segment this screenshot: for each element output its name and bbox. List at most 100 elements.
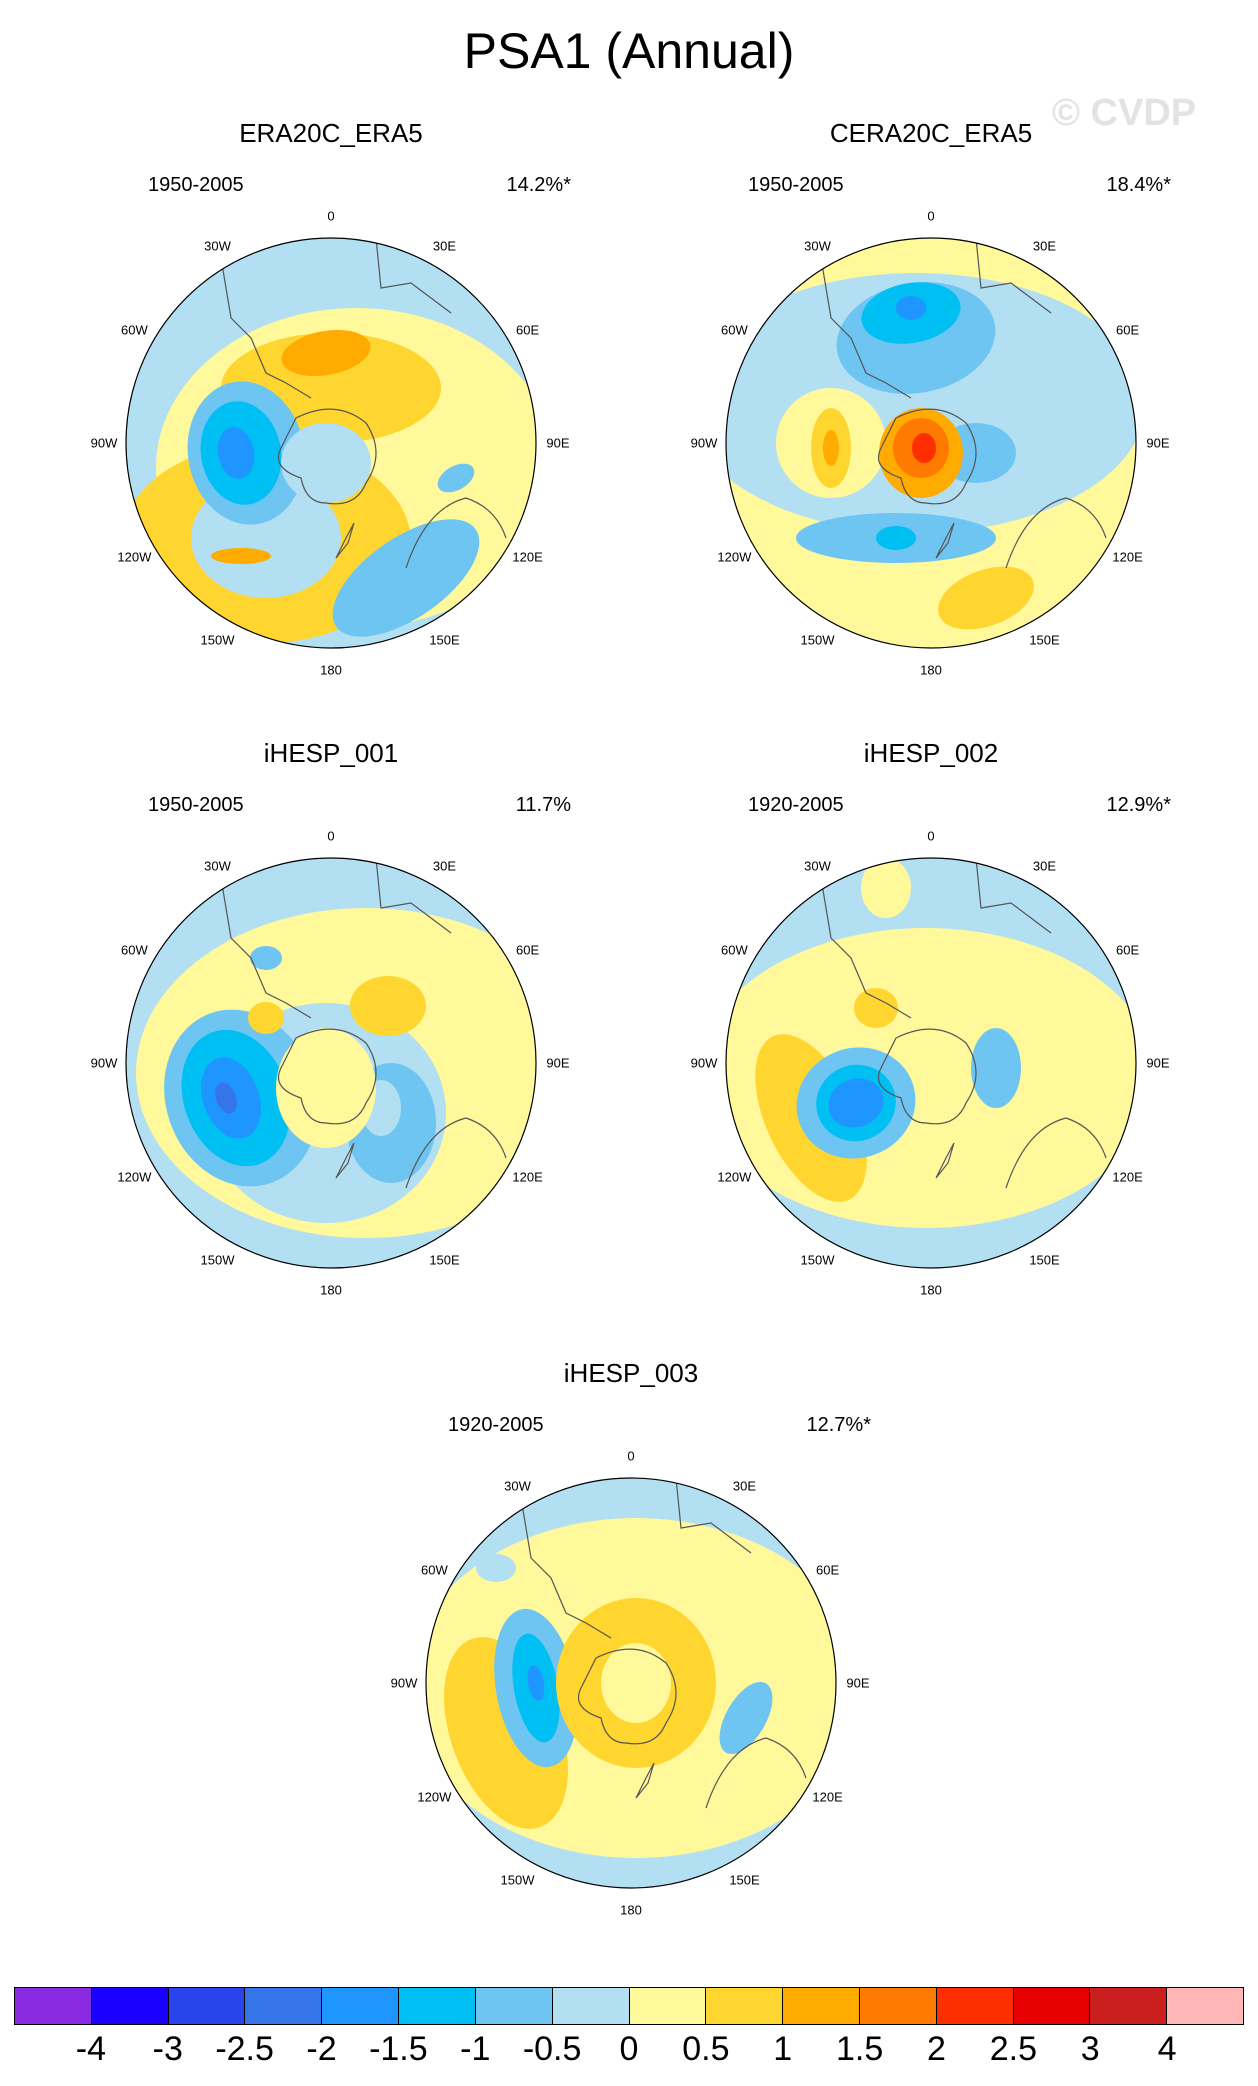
antarctica-coastline [277,408,377,505]
africa-coastline [975,858,1052,934]
longitude-label-lon30e: 30E [1032,858,1057,874]
australia-coastline [705,1737,807,1809]
colorbar-swatch [168,1988,246,2024]
longitude-label-lon120e: 120E [1112,1169,1143,1184]
longitude-label-lon150w: 150W [200,632,235,648]
longitude-label-lon60e: 60E [1116,322,1140,337]
africa-coastline [375,858,452,934]
colorbar-swatch [475,1988,553,2024]
colorbar-tick-label: -1 [460,2030,491,2068]
contour-region [719,1681,773,1755]
colorbar-swatch [783,1988,860,2024]
panel-variance: 14.2%* [506,174,572,196]
south-america-coastline [520,1497,612,1639]
contour-region [250,946,282,970]
new-zealand-coastline [935,1142,955,1179]
colorbar-tick-label: -3 [152,2030,183,2068]
longitude-label-lon30w: 30W [804,238,831,254]
longitude-label-lon0: 0 [327,208,335,224]
longitude-label-lon30e: 30E [432,238,457,254]
map-boundary [125,857,537,1269]
contour-region [896,296,926,320]
colorbar [14,1987,1244,2025]
longitude-label-lon120w: 120W [117,1169,152,1184]
longitude-label-lon0: 0 [627,1448,635,1464]
longitude-label-lon90e: 90E [1146,1055,1170,1071]
australia-coastline [1005,1117,1107,1189]
longitude-label-lon180: 180 [920,662,942,678]
contour-region [211,548,271,564]
africa-coastline [375,238,452,314]
colorbar-swatch [1090,1988,1168,2024]
africa-coastline [675,1478,752,1554]
panel-period: 1950-2005 [748,174,844,196]
colorbar-swatch [399,1988,476,2024]
contour-region [350,976,426,1036]
longitude-label-lon150w: 150W [500,1872,535,1888]
africa-coastline [975,238,1052,314]
colorbar-swatch [322,1988,400,2024]
longitude-label-lon120e: 120E [512,1169,543,1184]
panel-variance: 11.7% [515,794,571,816]
colorbar-swatch [859,1988,937,2024]
colorbar-tick-label: 2.5 [989,2030,1038,2068]
longitude-label-lon180: 180 [320,662,342,678]
contour-region [912,433,936,463]
longitude-label-lon90w: 90W [690,435,718,451]
new-zealand-coastline [635,1762,655,1799]
longitude-label-lon60e: 60E [516,322,540,337]
colorbar-swatch [91,1988,169,2024]
longitude-label-lon120e: 120E [1112,549,1143,564]
longitude-label-lon30e: 30E [732,1478,757,1494]
antarctica-coastline [277,1028,377,1125]
contour-region [276,1028,376,1148]
panel-period: 1950-2005 [148,794,244,816]
colorbar-swatch [552,1988,630,2024]
map-panel-ihesp-001: iHESP_001 1950-2005 11.7% 0 30E 60E 90E 120E… [91,738,691,1358]
panel-period: 1920-2005 [448,1414,544,1436]
contour-region [876,526,916,550]
antarctica-coastline [577,1648,677,1745]
australia-coastline [405,497,507,569]
contour-field [726,858,1136,1268]
contour-region [215,1082,237,1114]
contour-region [248,1002,284,1034]
longitude-label-lon180: 180 [620,1902,642,1918]
longitude-label-lon90w: 90W [90,435,118,451]
colorbar-tick-label: 4 [1157,2030,1177,2068]
polar-map [425,1477,837,1889]
longitude-label-lon180: 180 [920,1282,942,1298]
polar-map [125,857,537,1269]
longitude-label-lon150e: 150E [1029,632,1060,648]
longitude-label-lon30w: 30W [504,1478,531,1494]
longitude-label-lon120w: 120W [717,549,752,564]
longitude-label-lon180: 180 [320,1282,342,1298]
australia-coastline [1005,497,1107,569]
panel-variance: 12.9%* [1106,794,1172,816]
polar-map [725,237,1137,649]
map-panel-ihesp-003: iHESP_003 1920-2005 12.7%* 0 30E 60E 90E 120… [391,1358,991,1978]
south-america-coastline [820,257,912,399]
longitude-label-lon60w: 60W [121,322,148,337]
contour-region [823,430,839,466]
colorbar-tick-label: -2.5 [215,2030,274,2068]
colorbar-swatch [15,1988,92,2024]
contour-region [217,427,255,479]
map-boundary [725,857,1137,1269]
longitude-label-lon60e: 60E [516,942,540,957]
polar-map [125,237,537,649]
longitude-label-lon150e: 150E [429,1252,460,1268]
map-panel-cera20c: CERA20C_ERA5 1950-2005 18.4%* 0 30E 60E 90E… [691,118,1258,738]
longitude-label-lon0: 0 [927,208,935,224]
colorbar-tick-label: -2 [306,2030,337,2068]
longitude-label-lon30w: 30W [204,238,231,254]
colorbar-tick-label: 0.5 [682,2030,730,2068]
contour-field [126,858,536,1268]
longitude-label-lon120e: 120E [512,549,543,564]
longitude-label-lon90e: 90E [546,435,570,451]
new-zealand-coastline [935,522,955,559]
colorbar-tick-label: -0.5 [522,2030,582,2068]
cvdp-watermark: © CVDP [1052,92,1197,134]
contour-region [437,463,475,493]
longitude-label-lon0: 0 [327,828,335,844]
